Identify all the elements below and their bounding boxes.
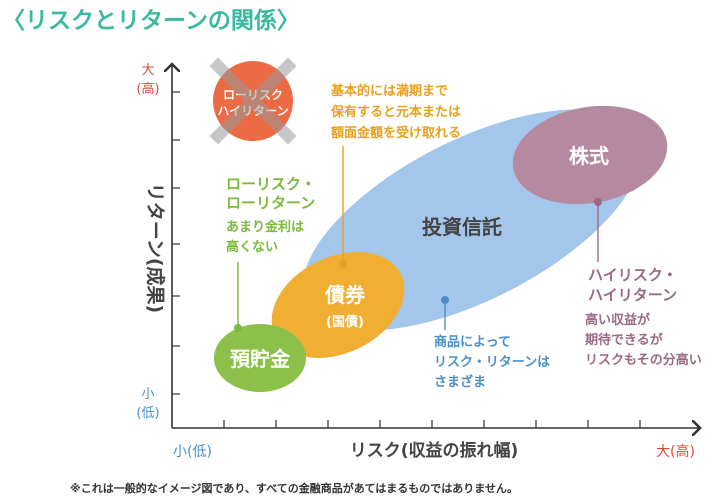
- stock-note-body-1: 高い収益が: [585, 312, 650, 328]
- y-axis-title: リターン(成果): [144, 183, 167, 313]
- y-axis-high-sub-label: (高): [136, 81, 159, 97]
- y-axis-high-label: 大: [141, 63, 154, 78]
- investment-trust-label: 投資信託: [422, 215, 502, 239]
- x-axis-high-label: 大(高): [656, 443, 695, 460]
- y-axis-low-label: 小: [141, 387, 154, 402]
- deposit-note-body-1: あまり金利は: [226, 219, 304, 235]
- stock-note-heading-2: ハイリターン: [588, 286, 677, 304]
- leader-lines: [234, 146, 602, 332]
- stock-note: ハイリスク・ ハイリターン 高い収益が 期待できるが リスクもその分高い: [585, 266, 702, 368]
- trust-note-line-2: リスク・リターンは: [434, 355, 550, 370]
- deposit-leader-dot: [234, 324, 242, 332]
- bond-note-line-1: 基本的には満期まで: [330, 83, 448, 99]
- deposit-note-body-2: 高くない: [226, 239, 278, 255]
- deposit-region: [214, 324, 306, 392]
- deposit-label: 預貯金: [230, 347, 291, 371]
- bond-label: 債券: [324, 283, 366, 307]
- page-title: 〈リスクとリターンの関係〉: [2, 8, 300, 34]
- bond-leader-dot: [339, 260, 347, 268]
- y-axis-ticks: [172, 91, 180, 395]
- stock-label: 株式: [569, 144, 609, 168]
- stock-note-heading-1: ハイリスク・: [588, 266, 677, 284]
- trust-note-line-3: さまざま: [434, 374, 486, 390]
- trust-note-line-1: 商品によって: [434, 334, 511, 350]
- x-axis-ticks: [223, 420, 641, 428]
- stock-leader-dot: [594, 198, 602, 206]
- y-axis-low-sub-label: (低): [136, 406, 159, 421]
- bond-sublabel: (国債): [326, 314, 364, 330]
- bond-note-line-3: 額面金額を受け取れる: [330, 125, 461, 141]
- bond-note-line-2: 保有すると元本または: [330, 104, 461, 120]
- trust-leader-dot: [441, 296, 449, 304]
- bond-region: [271, 252, 405, 358]
- axes: [172, 64, 700, 428]
- stock-note-body-3: リスクもその分高い: [585, 352, 702, 368]
- trust-note: 商品によって リスク・リターンは さまざま: [434, 334, 550, 390]
- cross-mark-icon: [209, 57, 297, 145]
- deposit-note-heading-2: ローリターン: [226, 194, 315, 212]
- bond-note: 基本的には満期まで 保有すると元本または 額面金額を受け取れる: [330, 83, 461, 141]
- crossed-badge: ローリスク ハイリターン: [209, 57, 297, 145]
- footnote: ※これは一般的なイメージ図であり、すべての金融商品があてはまるものではありません…: [70, 481, 518, 495]
- deposit-note: ローリスク・ ローリターン あまり金利は 高くない: [226, 175, 316, 255]
- stock-region: [512, 105, 668, 205]
- x-axis-title: リスク(収益の振れ幅): [350, 440, 519, 461]
- stock-note-body-2: 期待できるが: [585, 332, 663, 348]
- x-axis-low-label: 小(低): [173, 444, 212, 460]
- deposit-note-heading-1: ローリスク・: [226, 175, 316, 193]
